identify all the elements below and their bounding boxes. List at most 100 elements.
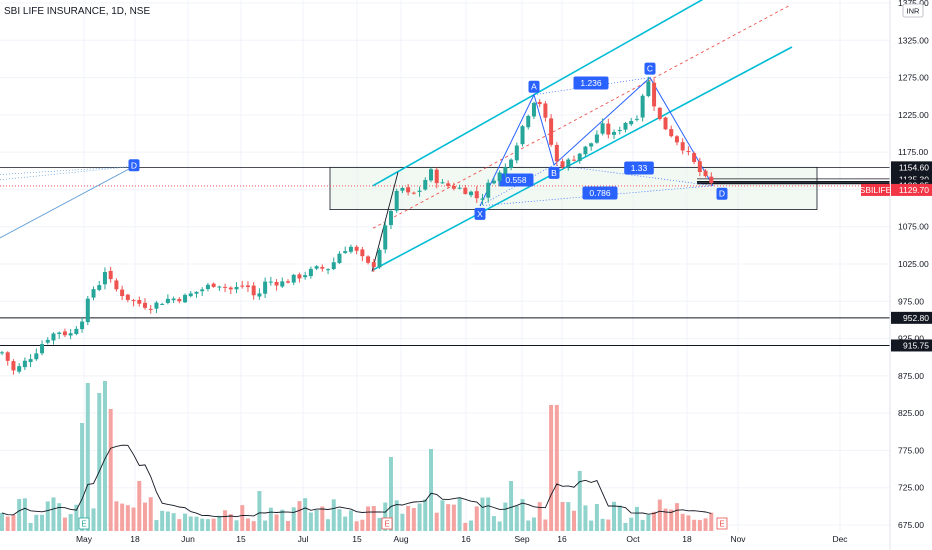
point-label-box: [474, 207, 486, 220]
earnings-icon: E: [381, 517, 393, 530]
candle-body: [211, 283, 216, 287]
volume-bar: [526, 520, 531, 531]
time-tick-label: Aug: [393, 534, 408, 544]
price-tick-label: 1025.00: [898, 259, 929, 269]
ratio-label: 1.236: [580, 78, 602, 88]
volume-bar: [463, 522, 468, 531]
candle-body: [612, 131, 617, 135]
price-tick-label: 975.00: [898, 296, 924, 306]
harmonic-point-labels: X A B C D D: [128, 62, 728, 220]
volume-bar: [514, 505, 519, 531]
volume-bar: [629, 517, 634, 531]
volume-bar: [234, 520, 239, 531]
volume-bar: [669, 509, 674, 531]
volume-bar: [646, 514, 651, 531]
time-tick-label: 15: [236, 534, 246, 544]
price-level-tag: [891, 339, 932, 352]
volume-bar: [22, 498, 27, 531]
volume-bar: [91, 508, 96, 531]
time-tick-label: Sep: [514, 534, 529, 544]
candle-body: [394, 190, 399, 211]
volume-bar: [560, 501, 565, 531]
volume-bar: [394, 500, 399, 531]
candle-body: [137, 299, 142, 304]
time-tick-label: 16: [557, 534, 567, 544]
candle-body: [171, 298, 176, 301]
candle-body: [326, 269, 331, 271]
volume-bar: [57, 503, 62, 531]
price-level-label: 1154.60: [899, 162, 929, 172]
candle-body: [223, 286, 228, 288]
volume-bar: [257, 491, 262, 531]
candle-body: [503, 167, 508, 174]
candle-body: [709, 176, 714, 184]
candle-body: [28, 359, 33, 363]
candle-body: [371, 262, 376, 267]
time-tick-label: Jun: [181, 534, 195, 544]
volume-bar: [474, 506, 479, 531]
candle-body: [617, 130, 622, 132]
point-label: B: [551, 168, 557, 178]
volume-bar: [5, 516, 10, 531]
volume-bar: [411, 508, 416, 531]
volume-bar: [594, 503, 599, 531]
volume-bar: [417, 503, 422, 531]
candle-body: [674, 136, 679, 143]
candle-body: [308, 268, 313, 277]
point-label-box: [528, 80, 540, 93]
price-tick-label: 775.00: [898, 445, 924, 455]
candle-body: [57, 332, 62, 335]
candle-body: [22, 360, 27, 368]
price-scale[interactable]: [890, 0, 932, 550]
volume-bar: [45, 501, 50, 531]
candle-body: [388, 210, 393, 226]
candle-body: [74, 328, 79, 335]
volume-bar: [600, 518, 605, 531]
candle-body: [97, 285, 102, 290]
currency-icon[interactable]: INR: [902, 3, 924, 18]
candle-body: [406, 187, 411, 193]
volume-bar: [137, 481, 142, 531]
volume-bar: [337, 509, 342, 531]
volume-bar: [709, 512, 714, 531]
volume-bar: [423, 499, 428, 531]
volume-bar: [154, 520, 159, 531]
candle-body: [537, 101, 542, 104]
earnings-letter: E: [719, 520, 724, 529]
volume-bar: [446, 504, 451, 531]
earnings-icon: E: [716, 517, 728, 530]
candle-body: [383, 225, 388, 250]
time-tick-label: May: [76, 534, 93, 544]
volume-bar: [85, 383, 90, 531]
candle-body: [640, 95, 645, 118]
candle-body: [217, 286, 222, 288]
volume-bar: [692, 519, 697, 531]
volume-bar: [703, 518, 708, 531]
volume-bar: [251, 521, 256, 531]
candle-body: [291, 274, 296, 283]
point-label: A: [531, 82, 537, 92]
candle-body: [280, 281, 285, 287]
candle-body: [400, 187, 405, 191]
candle-body: [549, 118, 554, 145]
volume-bar: [62, 517, 67, 531]
earnings-letter: E: [81, 520, 86, 529]
volume-bar: [589, 520, 594, 531]
candle-body: [434, 169, 439, 184]
candle-body: [423, 179, 428, 190]
candle-body: [554, 145, 559, 162]
volume-bar: [652, 511, 657, 531]
point-label-box: [716, 187, 728, 200]
candle-body: [686, 151, 691, 153]
candle-body: [429, 169, 433, 181]
candle-body: [45, 339, 50, 343]
chart-title: SBI LIFE INSURANCE, 1D, NSE: [4, 6, 150, 17]
volume-bar: [74, 504, 79, 531]
projection-line-dotted: [0, 165, 135, 175]
candle-body: [526, 115, 531, 128]
candle-body: [102, 272, 107, 285]
ratio-label-box: [573, 76, 609, 90]
volume-bar: [326, 519, 331, 531]
